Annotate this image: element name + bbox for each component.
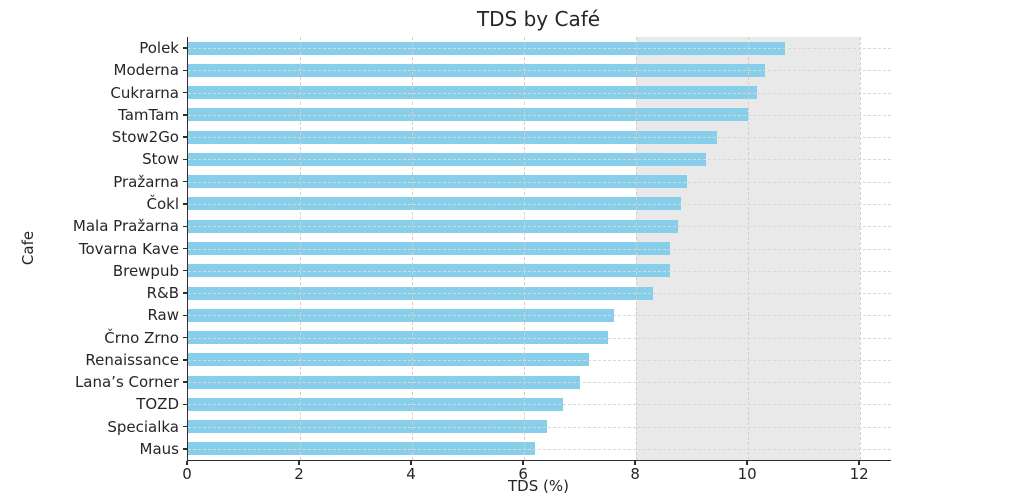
y-tick-mark (183, 47, 187, 49)
y-gridline (188, 159, 891, 161)
y-tick-mark (183, 336, 187, 339)
y-tick-label: Črno Zrno (104, 328, 179, 347)
y-tick-label: Raw (147, 306, 179, 325)
x-tick-mark (298, 461, 300, 465)
y-gridline (188, 70, 891, 72)
y-tick-mark (183, 403, 187, 406)
y-tick-mark (183, 425, 187, 428)
y-tick-label: TOZD (136, 395, 179, 414)
y-gridline (188, 226, 891, 228)
y-tick-label: Moderna (113, 61, 179, 80)
y-tick-label: Stow (142, 150, 179, 169)
y-gridline (188, 48, 891, 50)
x-tick-mark (522, 461, 524, 465)
y-tick-label: R&B (146, 284, 179, 303)
x-tick-label: 12 (849, 465, 869, 483)
y-gridline (188, 426, 891, 428)
y-tick-mark (183, 314, 187, 316)
x-tick-mark (858, 461, 860, 465)
y-tick-mark (183, 225, 187, 227)
y-gridline (188, 448, 891, 450)
y-gridline (188, 315, 891, 317)
y-tick-mark (183, 181, 187, 183)
x-tick-mark (634, 461, 636, 465)
y-tick-label: Tovarna Kave (78, 239, 179, 258)
y-gridline (188, 137, 891, 139)
y-gridline (188, 359, 891, 361)
chart-title: TDS by Café (476, 7, 601, 31)
x-axis: 0 2 4 6 8 10 12 (182, 461, 890, 483)
x-tick-label: 4 (406, 465, 416, 483)
y-tick-mark (183, 69, 187, 72)
y-gridline (188, 270, 891, 272)
y-gridline (188, 293, 891, 295)
x-tick-label: 6 (518, 465, 528, 483)
y-tick-mark (183, 114, 187, 116)
y-tick-label: Maus (139, 439, 179, 458)
y-tick-mark (183, 136, 187, 138)
y-gridline (188, 248, 891, 250)
y-tick-mark (183, 91, 187, 94)
y-tick-label: Pražarna (113, 172, 179, 191)
y-tick-mark (183, 381, 187, 383)
x-tick-mark (746, 461, 748, 465)
plot-area (187, 37, 891, 461)
x-tick-mark (186, 461, 188, 465)
y-gridline (188, 181, 891, 183)
y-tick-label: Renaissance (85, 350, 179, 369)
x-tick-label: 0 (182, 465, 192, 483)
y-tick-mark (183, 247, 187, 250)
y-tick-label: TamTam (118, 105, 179, 124)
y-tick-label: Stow2Go (111, 128, 179, 147)
y-tick-mark (183, 292, 187, 294)
y-tick-label: Čokl (146, 194, 179, 213)
x-tick-mark (410, 461, 412, 465)
y-tick-mark (183, 359, 187, 361)
y-gridline (188, 404, 891, 406)
y-gridline (188, 203, 891, 205)
y-gridline (188, 92, 891, 94)
y-axis-tick-labels: Polek Moderna Cukrarna TamTam Stow2Go Stow Pra… (0, 37, 187, 460)
y-tick-label: Brewpub (112, 261, 179, 280)
y-tick-mark (183, 448, 187, 450)
y-tick-label: Polek (139, 39, 179, 58)
y-tick-label: Specialka (107, 417, 179, 436)
y-gridline (188, 337, 891, 339)
y-tick-label: Cukrarna (110, 83, 179, 102)
y-tick-label: Lana’s Corner (74, 373, 179, 392)
x-tick-label: 10 (737, 465, 757, 483)
y-tick-label: Mala Pražarna (72, 217, 179, 236)
y-tick-mark (183, 270, 187, 272)
x-tick-label: 8 (630, 465, 640, 483)
y-gridline (188, 382, 891, 384)
y-gridline (188, 114, 891, 116)
x-axis-label: TDS (%) (508, 477, 569, 495)
y-tick-mark (183, 203, 187, 205)
x-tick-label: 2 (294, 465, 304, 483)
y-tick-mark (183, 158, 187, 161)
